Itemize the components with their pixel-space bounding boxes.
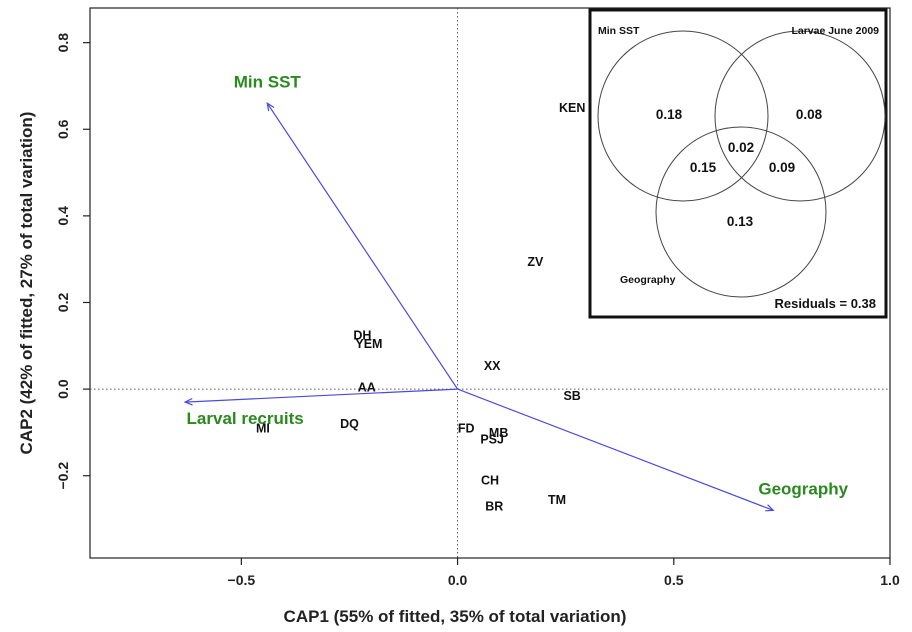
y-tick-label: 0.6 (55, 119, 71, 139)
x-tick-label: 1.0 (880, 572, 900, 588)
vector-label-min-sst: Min SST (234, 72, 302, 91)
venn-inset-frame (588, 8, 888, 319)
venn-value-larvae-geography: 0.09 (769, 160, 795, 175)
venn-circle-min-sst (597, 30, 769, 202)
venn-value-min-sst-only: 0.18 (656, 107, 683, 122)
vector-label-larval-recruits: Larval recruits (187, 409, 304, 428)
y-tick-label: 0.4 (55, 206, 71, 226)
plot-frame (89, 7, 891, 559)
site-point-zv: ZV (527, 255, 544, 269)
site-point-br: BR (485, 500, 503, 514)
venn-set-label-min-sst: Min SST (598, 25, 640, 37)
venn-inset: Min SST Larvae June 2009 Geography 0.18 … (588, 8, 888, 319)
venn-value-larvae-only: 0.08 (796, 107, 823, 122)
y-axis-title: CAP2 (42% of fitted, 27% of total variat… (17, 112, 36, 455)
y-tick-label: −0.2 (55, 462, 71, 490)
vector-label-geography: Geography (758, 479, 848, 498)
site-point-aa: AA (358, 380, 376, 394)
site-point-dq: DQ (340, 417, 359, 431)
site-point-yem: YEM (355, 337, 382, 351)
site-point-dh: DH (353, 328, 371, 342)
venn-value-min-sst-geography: 0.15 (690, 160, 717, 175)
y-axis-ticks: −0.2 0.0 0.2 0.4 0.6 0.8 (55, 33, 90, 490)
x-axis-title: CAP1 (55% of fitted, 35% of total variat… (284, 607, 627, 626)
vector-geography (457, 388, 774, 511)
site-point-tm: TM (548, 493, 566, 507)
x-tick-label: 0.0 (448, 572, 468, 588)
venn-set-label-geography: Geography (620, 274, 676, 286)
site-point-fd: FD (458, 422, 475, 436)
vector-min-sst (266, 102, 459, 390)
venn-set-label-larvae: Larvae June 2009 (791, 25, 879, 37)
venn-value-all-three: 0.02 (728, 140, 754, 155)
vector-arrowhead-larval-recruits (183, 397, 193, 406)
site-point-xx: XX (484, 359, 501, 373)
y-tick-label: 0.8 (55, 33, 71, 53)
site-point-psj: PSJ (480, 432, 504, 446)
venn-circle-larvae (714, 30, 886, 202)
environmental-vectors: Min SST Larval recruits Geography (183, 72, 849, 512)
venn-residuals: Residuals = 0.38 (774, 296, 876, 311)
vector-arrowhead-geography (765, 504, 775, 512)
site-point-mi: MI (256, 422, 270, 436)
site-point-sb: SB (563, 389, 580, 403)
y-tick-label: 0.0 (55, 379, 71, 399)
site-point-ken: KEN (559, 101, 585, 115)
venn-value-geography-only: 0.13 (727, 214, 754, 229)
y-tick-label: 0.2 (55, 293, 71, 313)
x-tick-label: 0.5 (664, 572, 684, 588)
vector-arrowhead-min-sst (266, 102, 275, 112)
site-point-mb: MB (489, 426, 508, 440)
site-point-ch: CH (481, 474, 499, 488)
x-axis-ticks: −0.5 0.0 0.5 1.0 (228, 558, 900, 588)
x-tick-label: −0.5 (228, 572, 256, 588)
venn-circle-geography (655, 126, 827, 298)
vector-larval-recruits (185, 388, 458, 403)
